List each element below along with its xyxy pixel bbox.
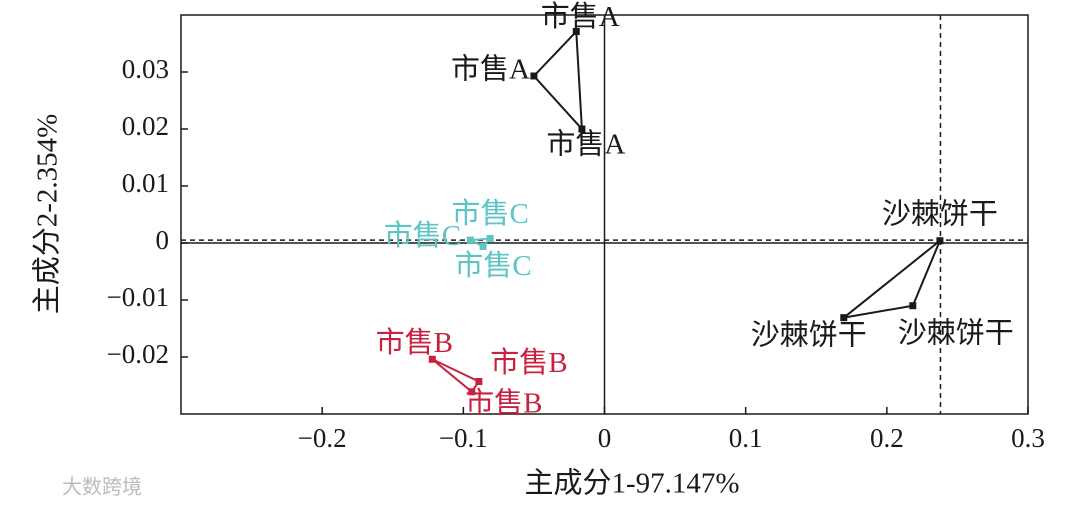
point-label: 市售B [376, 326, 453, 359]
point [578, 125, 586, 133]
point [428, 355, 436, 363]
point-label: 沙棘饼干 [751, 318, 867, 351]
x-tick-label: −0.1 [439, 423, 488, 453]
y-tick-label: 0.02 [122, 111, 169, 141]
group-outline [532, 29, 584, 132]
point-label: 市售B [490, 346, 567, 379]
x-tick-label: 0.3 [1011, 423, 1045, 453]
point [572, 28, 580, 36]
point-label: 市售C [451, 197, 528, 230]
y-tick-label: 0.01 [122, 168, 169, 198]
point [479, 242, 487, 250]
point-label: 市售C [384, 219, 461, 252]
x-tick-label: 0 [598, 423, 612, 453]
group-outline [843, 239, 941, 319]
point-label: 沙棘饼干 [898, 316, 1014, 349]
x-axis-label: 主成分1-97.147% [524, 467, 739, 500]
y-tick-label: 0.03 [122, 54, 169, 84]
point-label: 市售A [541, 0, 620, 33]
group-outline [431, 358, 481, 394]
point [486, 234, 494, 242]
y-axis-label: 主成分2-2.354% [31, 114, 64, 315]
x-tick-label: −0.2 [298, 423, 347, 453]
watermark: 大数跨境 [62, 475, 142, 499]
point [466, 236, 474, 244]
point-label: 市售C [454, 249, 531, 282]
point-label: 市售A [451, 53, 530, 86]
point [468, 388, 476, 396]
group-outline [466, 237, 493, 248]
point [840, 314, 848, 322]
point [936, 237, 944, 245]
point-label: 市售B [465, 386, 542, 419]
point [530, 72, 538, 80]
y-tick-label: 0 [156, 225, 170, 255]
point-label: 沙棘饼干 [882, 197, 998, 230]
y-tick-label: −0.01 [107, 282, 169, 312]
y-tick-label: −0.02 [107, 339, 169, 369]
point [909, 302, 917, 310]
x-tick-label: 0.2 [870, 423, 904, 453]
point-label: 市售A [546, 128, 625, 161]
x-tick-label: 0.1 [729, 423, 763, 453]
point [475, 378, 483, 386]
